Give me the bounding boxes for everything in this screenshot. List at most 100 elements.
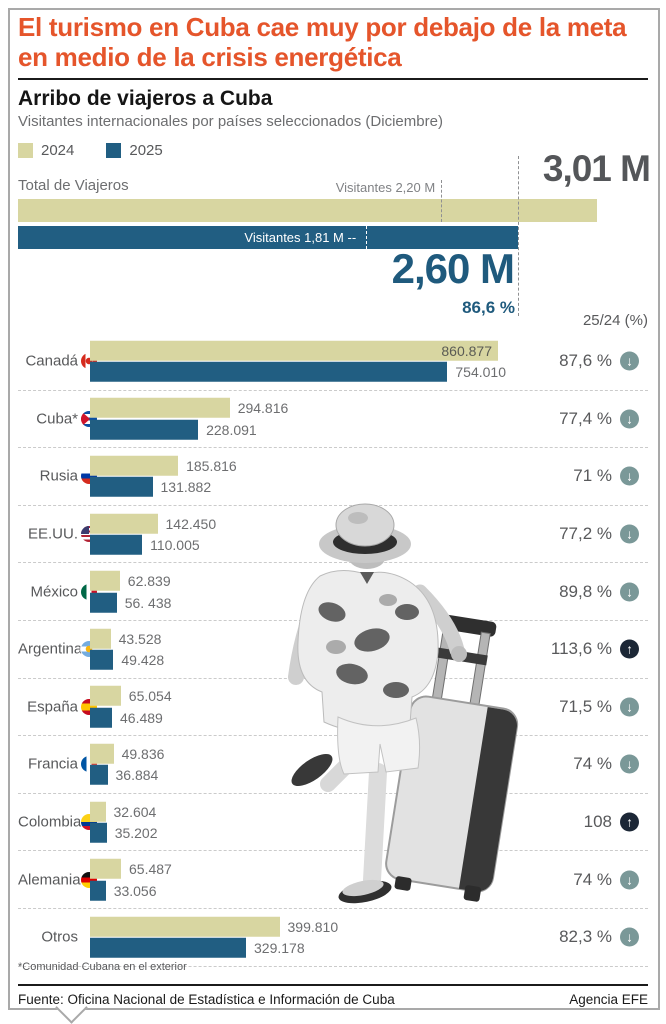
bar-2024 <box>90 916 280 937</box>
total-bar-2024 <box>18 199 597 222</box>
bar-2024 <box>90 570 120 591</box>
country-row: Colombia 32.604 35.202 108 ↑ <box>18 794 648 852</box>
legend-label-2024: 2024 <box>41 142 75 159</box>
down-arrow-icon: ↓ <box>620 351 639 371</box>
bar-2024 <box>90 628 111 649</box>
value-2025: 35.202 <box>114 824 158 841</box>
ratio-percent: 82,3 % <box>559 927 612 947</box>
value-2024: 860.877 <box>441 342 492 359</box>
legend-item-2025: 2025 <box>106 142 163 159</box>
country-row: Argentina 43.528 49.428 113,6 % ↑ <box>18 621 648 679</box>
chart-title: Arribo de viajeros a Cuba <box>18 87 273 110</box>
value-2025: 228.091 <box>206 421 257 438</box>
bar-2024 <box>90 858 121 879</box>
tourist-illustration <box>288 503 467 904</box>
value-2025: 131.882 <box>160 479 212 496</box>
bar-2025 <box>90 592 117 613</box>
down-arrow-icon: ↓ <box>620 466 639 486</box>
bar-2025 <box>90 477 153 498</box>
value-2024: 142.450 <box>165 515 217 532</box>
country-row: Alemania 65.487 33.056 74 % ↓ <box>18 851 648 909</box>
country-bars: 49.836 36.884 <box>90 742 164 787</box>
ratio-percent: 87,6 % <box>559 351 612 371</box>
value-2025: 754.010 <box>455 364 506 381</box>
bar-2025 <box>90 707 112 728</box>
down-arrow-icon: ↓ <box>620 927 639 947</box>
ratio-percent: 71 % <box>573 466 612 486</box>
bar-2025 <box>90 419 199 440</box>
legend-swatch-2024-icon <box>18 143 33 158</box>
country-bars: 142.450 110.005 <box>90 512 216 557</box>
bar-2024 <box>90 398 230 419</box>
country-label: México <box>30 583 78 601</box>
ratio-percent: 74 % <box>573 754 612 774</box>
down-arrow-icon: ↓ <box>620 409 639 429</box>
bar-2025 <box>90 650 114 671</box>
country-row: Otros 399.810 329.178 82,3 % ↓ <box>18 909 648 967</box>
ratio-percent: 77,4 % <box>559 408 612 428</box>
country-row: España 65.054 46.489 71,5 % ↓ <box>18 679 648 737</box>
value-2024: 49.836 <box>121 745 165 762</box>
legend-item-2024: 2024 <box>18 142 74 159</box>
total-bar-2025: Visitantes 1,81 M -- <box>18 226 519 249</box>
country-label: Colombia <box>18 813 82 831</box>
country-bars: 65.487 33.056 <box>90 857 172 902</box>
ratio-column-header: 25/24 (%) <box>582 312 648 329</box>
bar-2025 <box>90 534 143 555</box>
page-title: El turismo en Cuba cae muy por debajo de… <box>18 12 627 73</box>
bar-2025 <box>90 822 107 843</box>
source-credit: Fuente: Oficina Nacional de Estadística … <box>18 992 395 1007</box>
header-divider <box>18 78 648 80</box>
down-arrow-icon: ↓ <box>620 697 639 717</box>
tourist-photo <box>288 503 519 904</box>
total-2024-value: 3,01 M <box>542 148 651 189</box>
value-2025: 33.056 <box>113 882 157 899</box>
ratio-percent: 108 <box>583 812 612 832</box>
footnote: *Comunidad Cubana en el exterior <box>18 961 187 973</box>
country-bars: 62.839 56. 438 <box>90 569 171 614</box>
value-2025: 329.178 <box>254 939 305 956</box>
value-2024: 185.816 <box>186 457 237 474</box>
value-2024: 43.528 <box>118 630 162 647</box>
country-row: Francia 49.836 36.884 74 % ↓ <box>18 736 648 794</box>
country-row: EE.UU. 142.450 110.005 77,2 % ↓ <box>18 506 648 564</box>
down-arrow-icon: ↓ <box>620 870 639 890</box>
visitors-2024-marker <box>441 180 443 222</box>
legend: 2024 2025 <box>18 142 163 159</box>
down-arrow-icon: ↓ <box>620 524 639 544</box>
country-label: Canadá <box>25 352 78 370</box>
ratio-percent: 77,2 % <box>559 524 612 544</box>
country-bars: 32.604 35.202 <box>90 800 158 845</box>
country-bars: 43.528 49.428 <box>90 627 164 672</box>
value-2025: 56. 438 <box>124 594 172 611</box>
bar-2024 <box>90 455 179 476</box>
ratio-percent: 113,6 % <box>550 639 612 659</box>
bar-2024 <box>90 801 106 822</box>
up-arrow-icon: ↑ <box>620 812 639 832</box>
total-ratio-percent: 86,6 % <box>462 298 515 317</box>
legend-label-2025: 2025 <box>129 142 163 159</box>
down-arrow-icon: ↓ <box>620 754 639 774</box>
bar-2024 <box>90 513 158 534</box>
country-label: Rusia <box>39 467 78 485</box>
agency-credit: Agencia EFE <box>569 992 648 1007</box>
ratio-percent: 89,8 % <box>559 581 612 601</box>
chart-subtitle: Visitantes internacionales por países se… <box>18 113 443 130</box>
value-2025: 46.489 <box>120 709 163 726</box>
value-2024: 65.487 <box>129 860 172 877</box>
value-2024: 399.810 <box>287 918 339 935</box>
country-row: Canadá 860.877 754.010 87,6 % ↓ <box>18 333 648 391</box>
bar-2024 <box>90 686 121 707</box>
country-row: Rusia 185.816 131.882 71 % ↓ <box>18 448 648 506</box>
value-2024: 294.816 <box>237 400 289 417</box>
value-2025: 36.884 <box>115 767 159 784</box>
value-2025: 110.005 <box>150 536 200 553</box>
country-label: EE.UU. <box>27 525 78 543</box>
up-arrow-icon: ↑ <box>620 639 639 659</box>
total-label: Total de Viajeros <box>18 177 129 194</box>
visitors-2024-label: Visitantes 2,20 M <box>335 180 436 195</box>
country-label: Alemania <box>18 871 81 889</box>
bar-2025 <box>90 880 106 901</box>
down-arrow-icon: ↓ <box>620 582 639 602</box>
country-bars: 65.054 46.489 <box>90 685 172 730</box>
